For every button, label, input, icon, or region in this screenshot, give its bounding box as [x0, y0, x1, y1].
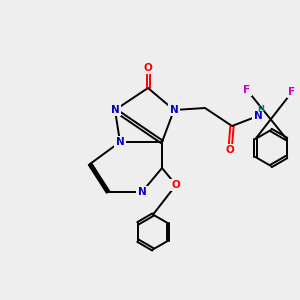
- Text: H: H: [258, 105, 264, 114]
- Text: N: N: [138, 187, 146, 197]
- Text: O: O: [226, 145, 234, 155]
- Text: N: N: [254, 111, 262, 121]
- Text: O: O: [144, 63, 152, 73]
- Text: O: O: [172, 180, 180, 190]
- Text: N: N: [111, 105, 119, 115]
- Text: F: F: [243, 85, 250, 95]
- Text: F: F: [288, 87, 296, 97]
- Text: N: N: [169, 105, 178, 115]
- Text: N: N: [116, 137, 124, 147]
